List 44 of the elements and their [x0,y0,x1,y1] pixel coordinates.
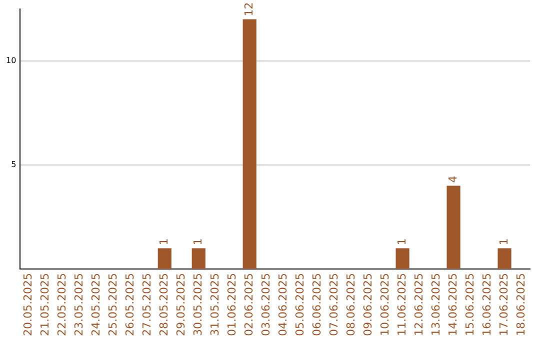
x-tick-label: 08.06.2025 [344,273,358,336]
bar [498,248,512,270]
data-label: 12 [242,2,256,16]
x-tick-label: 02.06.2025 [242,273,256,336]
x-tick-label: 26.05.2025 [124,273,136,336]
x-tick-label: 04.06.2025 [276,273,290,336]
x-tick-label: 22.05.2025 [56,273,69,336]
x-tick-label: 27.05.2025 [140,273,154,336]
x-tick-label: 15.06.2025 [463,273,476,336]
x-tick-label: 21.05.2025 [38,273,52,336]
x-tick-label: 13.06.2025 [429,273,442,336]
x-tick-label: 03.06.2025 [259,273,272,336]
x-tick-label: 07.06.2025 [327,273,340,336]
x-tick-label: 31.05.2025 [208,273,222,336]
x-tick-label: 25.05.2025 [106,273,120,336]
x-tick-label: 17.06.2025 [497,273,510,336]
x-tick-label: 10.06.2025 [378,273,392,336]
y-tick-label: 10 [6,56,16,65]
data-label: 1 [191,238,204,246]
x-tick-label: 06.06.2025 [310,273,324,336]
x-tick-label: 12.06.2025 [412,273,426,336]
bar [158,248,172,270]
x-tick-label: 30.05.2025 [191,273,204,336]
x-tick-label: 24.05.2025 [90,273,103,336]
data-label: 4 [446,176,460,183]
bar [396,248,410,270]
x-tick-label: 18.06.2025 [514,273,528,336]
x-tick-label: 28.05.2025 [157,273,170,336]
x-tick-label: 09.06.2025 [361,273,374,336]
bar [242,19,256,270]
x-tick-label: 14.06.2025 [446,273,460,336]
x-tick-label: 11.06.2025 [395,273,408,336]
bar [192,248,206,270]
data-label: 1 [497,238,510,246]
x-tick-label: 23.05.2025 [72,273,86,336]
y-tick-label: 5 [11,160,16,170]
x-tick-label: 20.05.2025 [22,273,35,336]
x-tick-label: 01.06.2025 [225,273,238,336]
data-label: 1 [157,238,170,246]
bar [446,186,460,270]
x-tick-label: 16.06.2025 [480,273,494,336]
x-tick-label: 29.05.2025 [174,273,188,336]
data-label: 1 [395,238,408,246]
x-tick-label: 05.06.2025 [293,273,306,336]
